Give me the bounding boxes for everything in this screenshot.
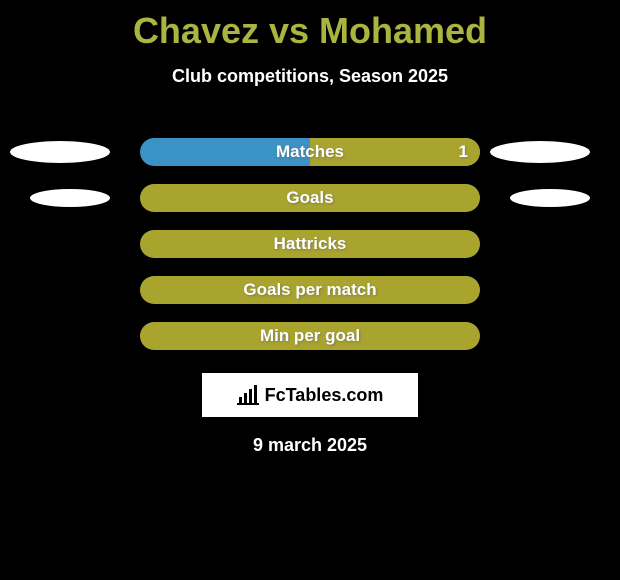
left-ellipse (10, 141, 110, 163)
bar-container: Matches (140, 138, 480, 166)
logo: FcTables.com (202, 373, 418, 417)
bar-container: Min per goal (140, 322, 480, 350)
stat-row: Goals (0, 175, 620, 221)
right-value: 1 (459, 142, 468, 162)
logo-text: FcTables.com (265, 385, 384, 406)
bar-container: Hattricks (140, 230, 480, 258)
bar-container: Goals per match (140, 276, 480, 304)
footer-date: 9 march 2025 (0, 435, 620, 456)
stat-row: Matches 1 (0, 129, 620, 175)
bar-label: Matches (276, 142, 344, 162)
stat-row: Min per goal (0, 313, 620, 359)
page-title: Chavez vs Mohamed (0, 0, 620, 52)
stat-row: Hattricks (0, 221, 620, 267)
bar-label: Hattricks (274, 234, 347, 254)
bar-label: Goals (286, 188, 333, 208)
subtitle: Club competitions, Season 2025 (0, 66, 620, 87)
right-ellipse (490, 141, 590, 163)
bar-label: Goals per match (243, 280, 376, 300)
chart-icon (237, 385, 259, 405)
stat-row: Goals per match (0, 267, 620, 313)
bar-container: Goals (140, 184, 480, 212)
right-ellipse (510, 189, 590, 207)
left-ellipse (30, 189, 110, 207)
stats-rows: Matches 1 Goals Hattricks Goals per match Min… (0, 129, 620, 359)
bar-label: Min per goal (260, 326, 360, 346)
